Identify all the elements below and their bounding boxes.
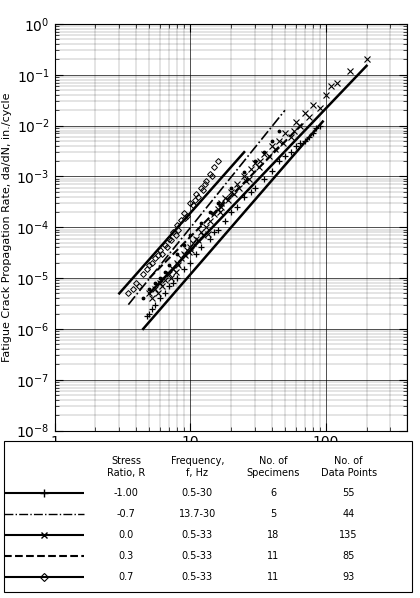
Text: 13.7-30: 13.7-30: [179, 509, 216, 519]
Text: 0.5-30: 0.5-30: [182, 488, 213, 498]
Text: 135: 135: [339, 530, 358, 540]
Text: 55: 55: [342, 488, 355, 498]
Text: Stress
Ratio, R: Stress Ratio, R: [107, 456, 145, 478]
Text: 6: 6: [270, 488, 276, 498]
Text: 0.5-33: 0.5-33: [182, 551, 213, 561]
Text: Frequency,
f, Hz: Frequency, f, Hz: [171, 456, 224, 478]
Text: -0.7: -0.7: [117, 509, 135, 519]
Text: 85: 85: [342, 551, 355, 561]
Text: -1.00: -1.00: [113, 488, 139, 498]
Y-axis label: Fatigue Crack Propagation Rate, da/dN, in./cycle: Fatigue Crack Propagation Rate, da/dN, i…: [2, 93, 12, 362]
Text: 11: 11: [267, 551, 279, 561]
Text: 0.5-33: 0.5-33: [182, 572, 213, 582]
Text: 0.0: 0.0: [118, 530, 134, 540]
Text: No. of
Specimens: No. of Specimens: [246, 456, 300, 478]
Text: 0.5-33: 0.5-33: [182, 530, 213, 540]
X-axis label: Stress Intensity Factor Range, $\Delta K$, ksi-in.$^{1/2}$: Stress Intensity Factor Range, $\Delta K…: [111, 454, 351, 472]
Text: 0.3: 0.3: [118, 551, 134, 561]
Text: No. of
Data Points: No. of Data Points: [320, 456, 377, 478]
Text: 93: 93: [342, 572, 355, 582]
Text: 5: 5: [270, 509, 276, 519]
Text: 18: 18: [267, 530, 279, 540]
Text: 44: 44: [342, 509, 355, 519]
Text: 0.7: 0.7: [118, 572, 134, 582]
Text: 11: 11: [267, 572, 279, 582]
